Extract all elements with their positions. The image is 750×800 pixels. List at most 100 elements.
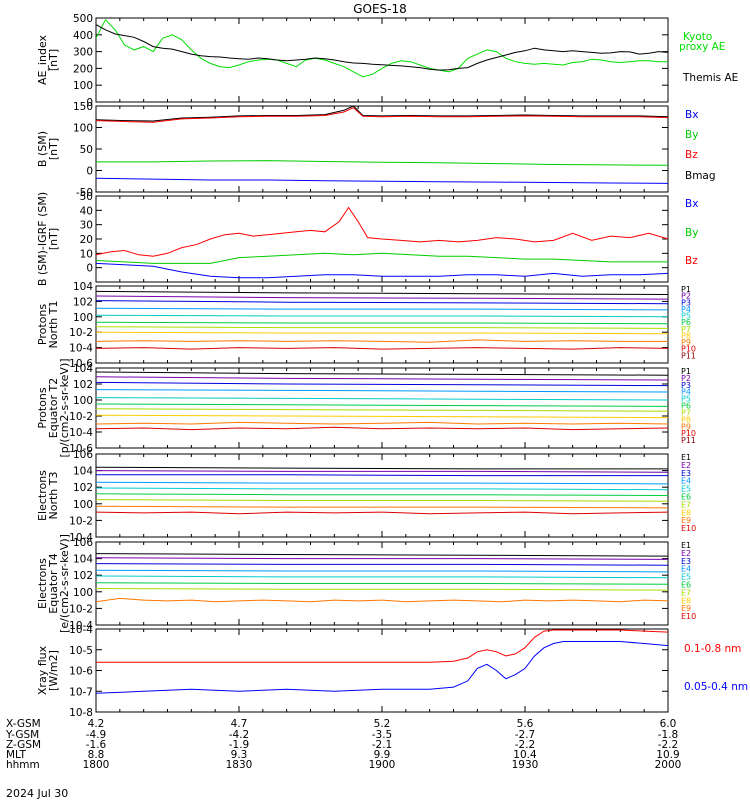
series-line-p5 (95, 397, 669, 401)
y-tick-label: 200 (73, 63, 93, 75)
footer-value: 9.3 (231, 749, 248, 761)
y-tick-label: 20 (80, 234, 93, 246)
footer-row-label: hhmm (6, 759, 40, 771)
y-tick-label: -50 (76, 187, 93, 199)
chart-title: GOES-18 (353, 2, 407, 16)
series-line-e2 (95, 557, 669, 560)
y-tick-label: 10-6 (69, 358, 93, 370)
footer-value: 1830 (226, 759, 253, 771)
y-axis-label: [nT] (47, 228, 60, 250)
y-tick-label: 10-4 (69, 624, 93, 636)
y-tick-label: 10 (80, 248, 93, 260)
series-line-p9 (95, 339, 668, 343)
series-line-e8 (95, 505, 669, 509)
legend-entry: E3 (681, 557, 691, 566)
y-tick-label: 10-4 (69, 620, 93, 632)
footer-value: -1.6 (86, 739, 107, 751)
footer-row-label: Y-GSM (5, 729, 39, 741)
y-tick-label: 106 (73, 449, 93, 461)
y-axis-label: North T3 (47, 472, 60, 520)
footer-row-label: MLT (6, 749, 26, 761)
legend-entry: P10 (681, 429, 696, 438)
legend-entry: P4 (681, 388, 691, 397)
y-tick-label: 10-6 (69, 443, 93, 455)
series-line-p10 (95, 347, 669, 350)
legend-entry: Bx (685, 109, 698, 121)
y-axis-label: [nT] (47, 138, 60, 160)
legend-entry: E1 (681, 453, 691, 462)
series-line-bz (95, 107, 669, 123)
legend-entry: E4 (681, 477, 691, 486)
series-line-p7 (95, 408, 669, 412)
legend-entry: P8 (681, 331, 691, 340)
y-axis-label: Protons (36, 304, 49, 345)
y-tick-label: 10-2 (69, 411, 93, 423)
series-line-e9 (95, 511, 669, 515)
footer-value: 10.4 (513, 749, 537, 761)
legend-entry: P9 (681, 422, 691, 431)
legend-entry: P11 (681, 351, 696, 360)
legend-entry: E6 (681, 493, 691, 502)
legend-entry: E7 (681, 500, 691, 509)
legend-entry: By (685, 129, 698, 141)
footer-value: -1.9 (229, 739, 250, 751)
series-line-e7 (95, 499, 669, 502)
y-tick-label: 10-5 (69, 645, 93, 657)
legend-entry: Kyoto (683, 31, 712, 43)
y-tick-label: 0 (86, 97, 93, 109)
y-tick-label: 10-6 (69, 666, 93, 678)
legend-entry: P7 (681, 325, 691, 334)
footer-value: 5.6 (517, 718, 534, 730)
footer-value: 10.9 (656, 749, 679, 761)
legend-entry: E2 (681, 461, 691, 470)
series-line-p2 (95, 295, 669, 300)
y-tick-label: 100 (73, 80, 93, 92)
footer-value: 2000 (655, 759, 682, 771)
y-tick-label: 102 (73, 570, 93, 582)
legend-entry: Bz (685, 255, 698, 267)
series-line-e3 (96, 474, 668, 477)
legend-entry: P4 (681, 305, 691, 314)
y-tick-label: 500 (73, 13, 93, 25)
series-line-p1 (95, 290, 669, 295)
series-line-p8 (95, 331, 669, 335)
y-tick-label: 102 (73, 296, 93, 308)
y-tick-label: 100 (73, 312, 93, 324)
legend-entry: P9 (681, 338, 691, 347)
series-line-e5 (95, 575, 669, 579)
y-tick-label: 100 (73, 123, 93, 135)
legend-entry: E5 (681, 573, 691, 582)
legend-entry: P5 (681, 395, 691, 404)
series-line-0-05-0-4-nm (95, 641, 669, 694)
series-line-0-1-0-8-nm (96, 629, 669, 663)
series-line-p6 (95, 321, 669, 325)
y-tick-label: 300 (73, 47, 93, 59)
footer-row-label: X-GSM (6, 718, 41, 730)
y-axis-label: Electrons (36, 470, 49, 521)
legend-entry: E2 (681, 549, 691, 558)
y-axis-label: Xray flux (36, 645, 49, 695)
y-axis-label: Electrons (36, 558, 49, 609)
legend-entry: P10 (681, 345, 696, 354)
series-line-e2 (95, 470, 669, 473)
series-line-e4 (95, 481, 669, 485)
legend-entry: E4 (681, 565, 691, 574)
y-tick-label: 104 (73, 466, 93, 478)
legend-entry: E8 (681, 508, 691, 517)
footer-value: 4.7 (231, 718, 248, 730)
y-axis-label: [e/(cm2-s-sr-keV)] (58, 534, 71, 633)
legend-entry: P6 (681, 402, 691, 411)
footer-value: 1900 (369, 759, 396, 771)
y-tick-label: 102 (73, 379, 93, 391)
legend-entry: P2 (681, 292, 691, 301)
series-line-p4 (95, 389, 669, 393)
legend-entry: E9 (681, 516, 691, 525)
y-tick-label: 10-4 (69, 532, 93, 544)
footer-value: 4.2 (88, 718, 105, 730)
legend-entry: P2 (681, 374, 691, 383)
